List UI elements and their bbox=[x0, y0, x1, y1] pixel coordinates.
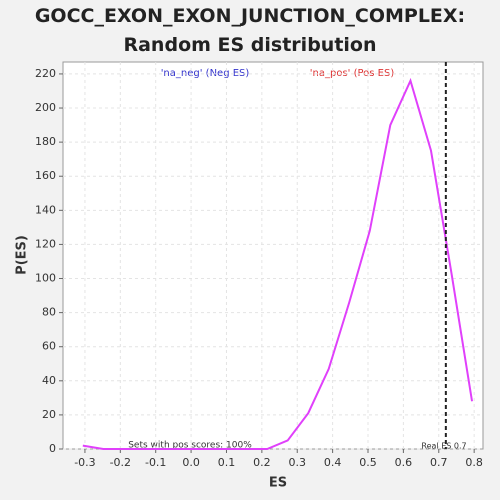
x-tick-label: 0.6 bbox=[395, 456, 413, 469]
y-tick-label: 120 bbox=[35, 237, 56, 250]
real-es-label: Real ES 0.7 bbox=[421, 442, 466, 451]
x-tick-label: -0.1 bbox=[145, 456, 166, 469]
y-tick-label: 180 bbox=[35, 135, 56, 148]
x-tick-label: 0.5 bbox=[359, 456, 377, 469]
y-tick-label: 60 bbox=[42, 340, 56, 353]
y-tick-label: 100 bbox=[35, 272, 56, 285]
y-tick-label: 0 bbox=[49, 442, 56, 455]
x-tick-label: 0.3 bbox=[288, 456, 306, 469]
x-tick-label: 0.0 bbox=[182, 456, 200, 469]
line bbox=[82, 77, 474, 450]
y-tick-label: 200 bbox=[35, 101, 56, 114]
y-tick-label: 20 bbox=[42, 408, 56, 421]
chart-title: GOCC_EXON_EXON_JUNCTION_COMPLEX: Random … bbox=[34, 5, 466, 56]
neg-label: 'na_neg' (Neg ES) bbox=[161, 68, 250, 79]
x-tick-label: 0.2 bbox=[253, 456, 271, 469]
x-tick-label: -0.2 bbox=[110, 456, 131, 469]
y-tick-label: 80 bbox=[42, 306, 56, 319]
y-axis-label: P(ES) bbox=[15, 235, 30, 275]
x-tick-label: 0.8 bbox=[465, 456, 483, 469]
x-axis-label: ES bbox=[269, 476, 287, 491]
plot-area bbox=[62, 61, 484, 450]
y-tick-label: 220 bbox=[35, 67, 56, 80]
y-tick-label: 140 bbox=[35, 203, 56, 216]
sets-label: Sets with pos scores: 100% bbox=[128, 441, 252, 451]
x-tick-label: -0.3 bbox=[74, 456, 95, 469]
x-tick-label: 0.4 bbox=[324, 456, 342, 469]
x-tick-label: 0.7 bbox=[430, 456, 448, 469]
x-tick-label: 0.1 bbox=[218, 456, 236, 469]
y-tick-label: 40 bbox=[42, 374, 56, 387]
y-tick-label: 160 bbox=[35, 169, 56, 182]
